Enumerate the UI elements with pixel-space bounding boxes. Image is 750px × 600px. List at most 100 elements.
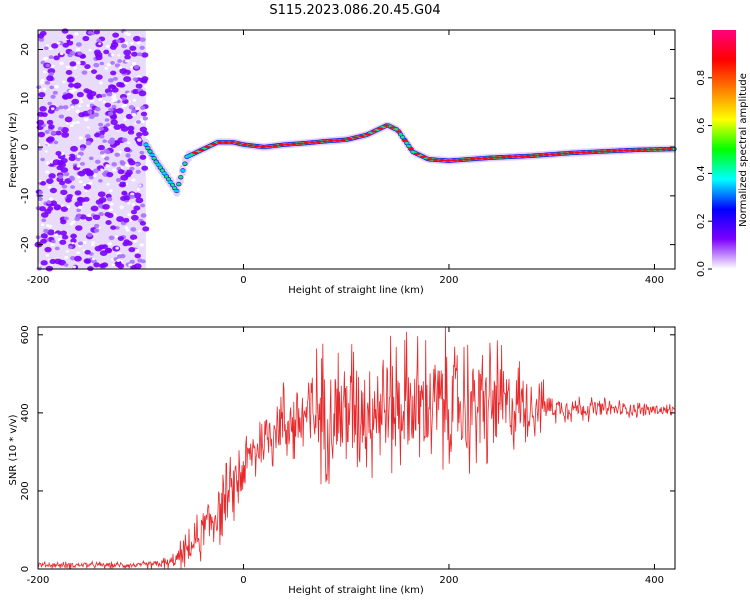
noise-blob [107,242,113,246]
spectrogram-x-ticks: -200 0 200 400 [27,30,664,286]
ridge-peak [389,126,396,129]
noise-blob [60,230,68,236]
noise-blob [50,94,56,99]
noise-blob [70,38,74,42]
noise-blob [59,239,67,245]
noise-blob [69,222,74,226]
noise-blob [70,233,77,239]
x-tick-label: -200 [27,275,50,286]
noise-blob [109,202,114,206]
noise-blob [46,75,54,82]
ridge-peak [518,155,526,158]
colorbar-tick-label: 0.2 [696,213,707,229]
noise-blob [65,92,73,99]
noise-blob [137,138,142,142]
spectrogram-y-ticks: -20 -10 0 10 20 [20,43,675,253]
ridge-peak [333,139,341,142]
noise-blob [75,42,82,47]
noise-blob [44,150,48,153]
noise-blob [135,120,141,124]
ridge-peak [407,147,415,151]
noise-blob [84,249,91,255]
ridge-band-mid [147,149,152,153]
noise-blob [70,105,75,109]
noise-blob [123,76,132,83]
colorbar-label: Normalized spectral amplitude [738,73,749,227]
x-tick-label: 0 [240,275,246,286]
noise-blob [105,123,111,127]
noise-blob [40,78,45,82]
spectrogram-y-label: Frequency (Hz) [8,112,19,188]
noise-blob [108,107,114,112]
noise-blob [100,168,104,172]
noise-blob [140,203,146,208]
noise-blob [106,197,113,202]
noise-blob [110,225,117,230]
noise-blob [88,48,92,52]
noise-blob [94,132,101,138]
noise-blob [37,33,45,39]
noise-blob [37,196,43,202]
x-tick-label: -200 [27,575,50,586]
x-tick-label: 400 [645,575,664,586]
ridge-peak [395,130,402,133]
ridge-band-mid [398,132,403,136]
noise-blob [68,89,73,93]
snr-frame [37,326,676,570]
ridge-peak [222,140,230,144]
ridge-peak [487,156,495,159]
noise-blob [117,53,121,57]
noise-blob [44,80,51,85]
noise-blob [64,255,69,259]
noise-blob [132,98,137,102]
noise-blob [116,216,125,223]
x-tick-label: 200 [439,275,458,286]
ridge-band-mid [182,162,187,166]
noise-blob [44,246,52,253]
noise-blob [50,130,57,136]
snr-x-ticks: -200 0 200 400 [27,327,664,586]
noise-blob [123,49,132,56]
noise-blob [77,241,84,246]
noise-blob [51,64,55,68]
spectrogram-panel: -200 0 200 400 -20 -10 0 10 20 Height of straig… [8,28,677,296]
noise-blob [59,180,66,186]
ridge-peak [432,158,439,161]
noise-blob [59,61,64,65]
noise-blob [71,241,75,245]
noise-blob [74,255,82,262]
noise-blob [99,263,106,269]
ridge-peak [648,148,655,151]
ridge-peak [586,150,593,154]
noise-blob [137,81,141,84]
noise-blob [70,185,76,189]
noise-blob [91,257,96,261]
ridge-peak [321,140,328,143]
noise-blob [121,137,128,143]
noise-blob [141,130,149,136]
noise-blob [98,197,107,203]
noise-blob [57,126,63,131]
noise-blob [36,85,42,89]
noise-blob [130,264,137,270]
noise-blob [87,95,94,100]
noise-blob [37,146,43,151]
noise-blob [80,147,85,151]
ridge-peak [524,154,532,158]
x-tick-label: 400 [645,275,664,286]
ridge-band-mid [154,160,159,164]
noise-blob [41,218,47,223]
ridge-band-mid [404,141,409,145]
ridge-peak [284,143,291,146]
noise-blob [43,46,49,51]
noise-blob [116,81,124,88]
noise-blob [136,188,141,191]
noise-blob [119,68,128,74]
ridge-peak [598,150,606,153]
ridge-peak [272,144,279,147]
ridge-peak [358,134,365,138]
noise-blob [112,32,120,38]
noise-blob [101,93,107,98]
noise-blob [128,160,136,166]
ridge-peak [666,147,674,151]
